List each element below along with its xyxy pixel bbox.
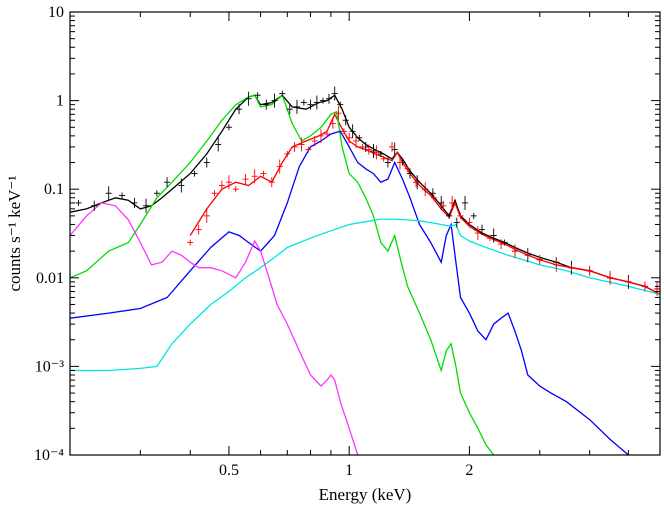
y-axis: 10⁻⁴ 10⁻³ 0.01 0.1 1 10: [34, 4, 660, 464]
y-tick-label: 10⁻⁴: [34, 447, 64, 464]
y-axis-title: counts s⁻¹ keV⁻¹: [5, 176, 24, 292]
magenta-component-line: [70, 202, 359, 455]
data-black-points: [75, 86, 660, 294]
plot-frame: [69, 11, 661, 456]
x-axis-title: Energy (keV): [319, 485, 412, 504]
x-axis: 0.5 1 2: [69, 12, 661, 479]
x-tick-label: 2: [465, 462, 473, 479]
y-tick-label: 10⁻³: [35, 358, 64, 375]
x-tick-label: 1: [345, 462, 353, 479]
x-tick-label: 0.5: [219, 462, 239, 479]
y-tick-label: 0.01: [36, 270, 64, 287]
y-tick-label: 0.1: [44, 181, 64, 198]
y-tick-label: 10: [48, 4, 64, 21]
blue-component-line: [70, 130, 629, 455]
green-component-line: [70, 94, 495, 455]
y-tick-label: 1: [56, 93, 64, 110]
cyan-component-line: [70, 218, 660, 372]
plot-area: [70, 86, 660, 455]
data-red-points: [187, 106, 660, 296]
